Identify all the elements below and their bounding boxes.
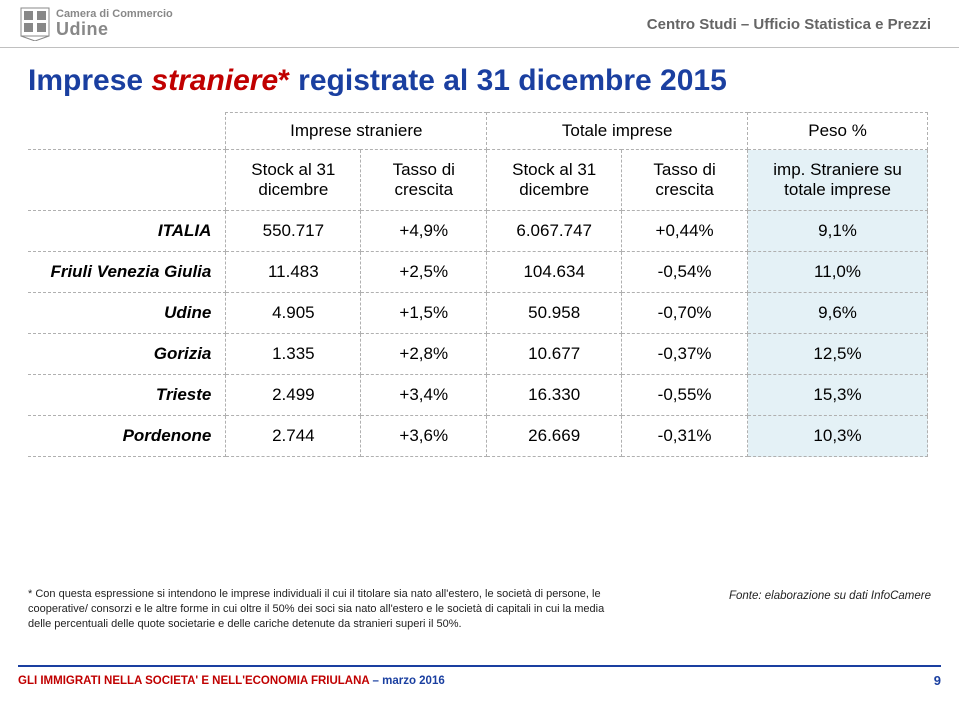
table-cell: -0,54% [622,252,748,293]
table-row: ITALIA550.717+4,9%6.067.747+0,44%9,1% [28,211,928,252]
title-word-straniere: straniere [151,64,278,97]
table-cell: 2.499 [226,375,361,416]
table-cell: 10.677 [487,334,622,375]
table-cell: 50.958 [487,293,622,334]
sub-header: Stock al 31 dicembre [226,150,361,211]
title-word-imprese: Imprese [28,64,151,97]
row-label: Friuli Venezia Giulia [28,252,226,293]
row-label: Pordenone [28,416,226,457]
table-cell: 11,0% [748,252,928,293]
table-cell: 9,1% [748,211,928,252]
data-table: Imprese straniere Totale imprese Peso % … [28,112,928,457]
table-cell: +3,4% [361,375,487,416]
table-cell: 550.717 [226,211,361,252]
row-label: Gorizia [28,334,226,375]
group-header: Peso % [748,113,928,150]
table-cell: +2,5% [361,252,487,293]
table-cell: 26.669 [487,416,622,457]
table-corner [28,113,226,150]
header-subtitle: Centro Studi – Ufficio Statistica e Prez… [647,16,931,33]
footer-text-b: – marzo 2016 [369,675,444,687]
table-cell: 2.744 [226,416,361,457]
footnote: * Con questa espressione si intendono le… [28,587,618,632]
group-header: Imprese straniere [226,113,487,150]
table-cell: +2,8% [361,334,487,375]
table-cell: -0,55% [622,375,748,416]
group-header: Totale imprese [487,113,748,150]
table-row: Friuli Venezia Giulia11.483+2,5%104.634-… [28,252,928,293]
table-corner [28,150,226,211]
table-cell: +0,44% [622,211,748,252]
footer-text-a: GLI IMMIGRATI NELLA SOCIETA' E NELL'ECON… [18,675,369,687]
page-number: 9 [934,673,941,688]
title-rest: registrate al 31 dicembre 2015 [290,64,727,97]
table-cell: 6.067.747 [487,211,622,252]
table-group-header-row: Imprese straniere Totale imprese Peso % [28,113,928,150]
table-cell: -0,37% [622,334,748,375]
logo: Camera di Commercio Udine [20,7,173,41]
sub-header-peso: imp. Straniere su totale imprese [748,150,928,211]
table-cell: -0,70% [622,293,748,334]
logo-crest-icon [20,7,50,41]
header-bar: Camera di Commercio Udine Centro Studi –… [0,0,959,48]
table-row: Udine4.905+1,5%50.958-0,70%9,6% [28,293,928,334]
title-asterisk: * [278,64,290,97]
table-cell: +4,9% [361,211,487,252]
row-label: Udine [28,293,226,334]
table-cell: 4.905 [226,293,361,334]
footer-text: GLI IMMIGRATI NELLA SOCIETA' E NELL'ECON… [18,675,445,687]
table-cell: 10,3% [748,416,928,457]
source-citation: Fonte: elaborazione su dati InfoCamere [729,590,931,602]
table-row: Gorizia1.335+2,8%10.677-0,37%12,5% [28,334,928,375]
table-cell: +1,5% [361,293,487,334]
logo-text-bottom: Udine [56,20,173,38]
sub-header: Tasso di crescita [622,150,748,211]
row-label: ITALIA [28,211,226,252]
table-row: Trieste2.499+3,4%16.330-0,55%15,3% [28,375,928,416]
table-cell: 15,3% [748,375,928,416]
table-cell: 11.483 [226,252,361,293]
table-cell: 16.330 [487,375,622,416]
table-cell: 9,6% [748,293,928,334]
table-cell: 12,5% [748,334,928,375]
row-label: Trieste [28,375,226,416]
table-cell: 104.634 [487,252,622,293]
sub-header: Tasso di crescita [361,150,487,211]
table-row: Pordenone2.744+3,6%26.669-0,31%10,3% [28,416,928,457]
page-title: Imprese straniere* registrate al 31 dice… [28,64,727,98]
table-cell: 1.335 [226,334,361,375]
sub-header: Stock al 31 dicembre [487,150,622,211]
table-sub-header-row: Stock al 31 dicembre Tasso di crescita S… [28,150,928,211]
table-cell: +3,6% [361,416,487,457]
table-cell: -0,31% [622,416,748,457]
footer-bar: GLI IMMIGRATI NELLA SOCIETA' E NELL'ECON… [18,665,941,688]
